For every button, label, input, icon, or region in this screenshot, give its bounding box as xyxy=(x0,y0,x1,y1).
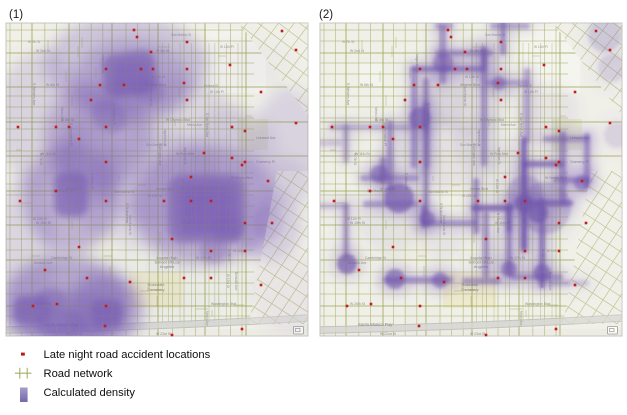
svg-text:Road network: Road network xyxy=(44,368,113,380)
svg-text:Late night road accident locat: Late night road accident locations xyxy=(44,349,211,361)
svg-text:(2): (2) xyxy=(319,9,333,21)
svg-text:(1): (1) xyxy=(9,9,23,21)
svg-text:Calculated density: Calculated density xyxy=(44,387,136,399)
